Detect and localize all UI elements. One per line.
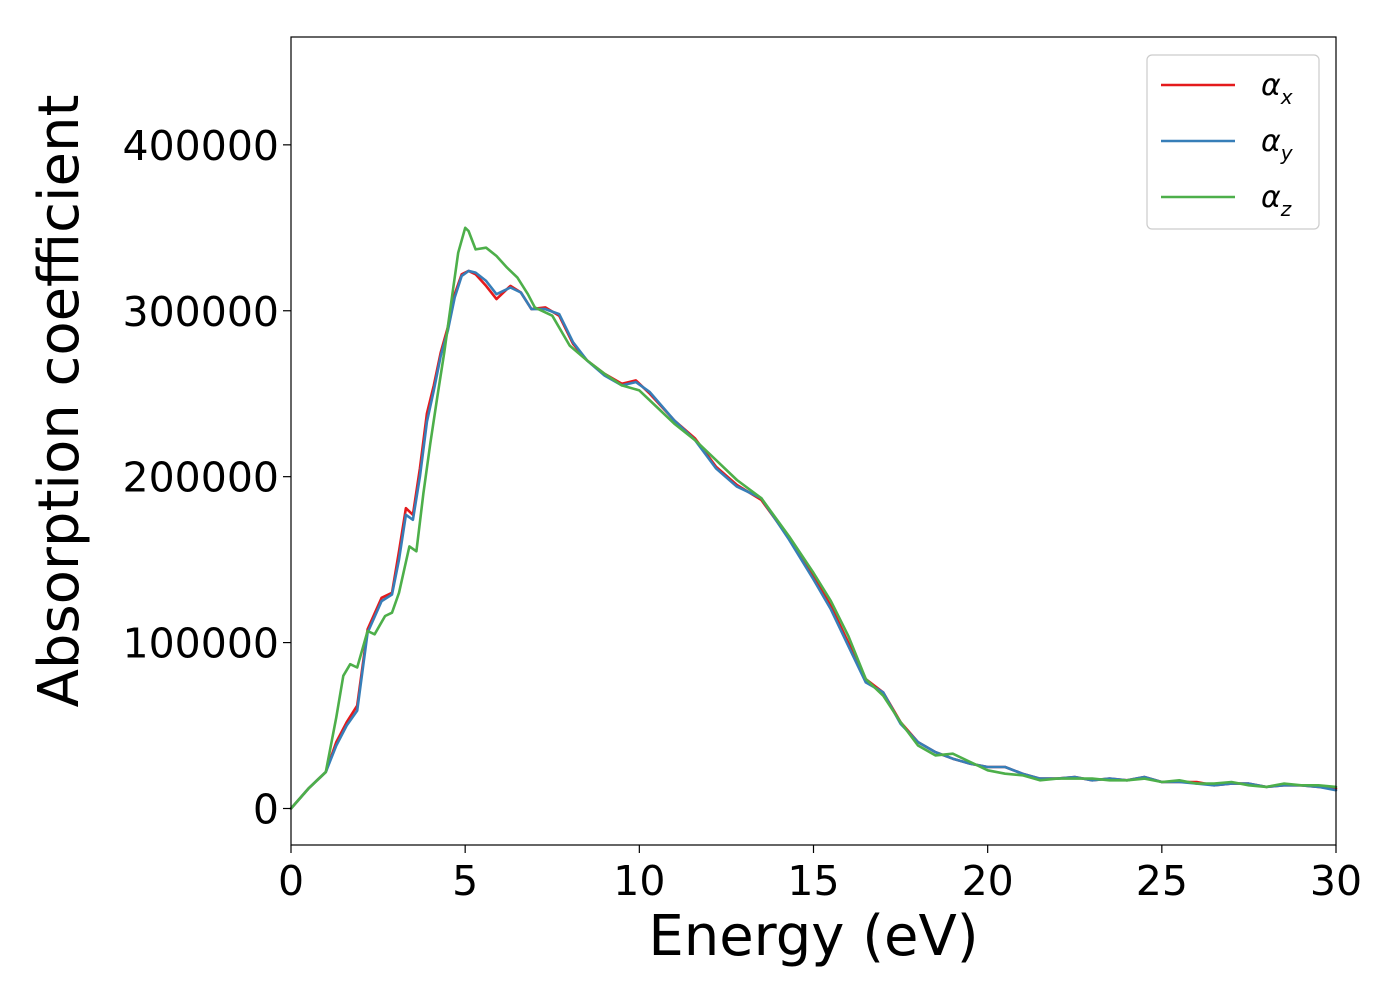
legend-entry-y: αy bbox=[1261, 124, 1294, 165]
legend-entry-x: αx bbox=[1261, 68, 1293, 109]
x-axis-ticks: 0 5 10 15 20 25 30 bbox=[278, 845, 1362, 905]
x-tick-label: 5 bbox=[452, 857, 478, 905]
series-line-y bbox=[289, 269, 1338, 810]
y-tick-label: 300000 bbox=[122, 288, 279, 336]
series-layer bbox=[289, 226, 1338, 810]
y-tick-label: 200000 bbox=[122, 454, 279, 502]
y-tick-label: 0 bbox=[253, 785, 279, 833]
x-tick-label: 25 bbox=[1136, 857, 1188, 905]
x-tick-label: 0 bbox=[278, 857, 304, 905]
legend: αx αy αz bbox=[1146, 54, 1320, 230]
x-tick-label: 30 bbox=[1310, 857, 1362, 905]
y-tick-label: 400000 bbox=[122, 122, 279, 170]
legend-entry-z: αz bbox=[1261, 180, 1292, 221]
y-axis-ticks: 0 100000 200000 300000 400000 bbox=[122, 122, 291, 833]
y-tick-label: 100000 bbox=[122, 620, 279, 668]
x-tick-label: 20 bbox=[962, 857, 1014, 905]
series-line-x bbox=[289, 269, 1338, 810]
x-tick-label: 10 bbox=[613, 857, 665, 905]
y-axis-label: Absorption coefficient bbox=[27, 95, 92, 708]
series-line-z bbox=[289, 226, 1338, 810]
x-axis-label: Energy (eV) bbox=[648, 904, 978, 969]
x-tick-label: 15 bbox=[787, 857, 839, 905]
